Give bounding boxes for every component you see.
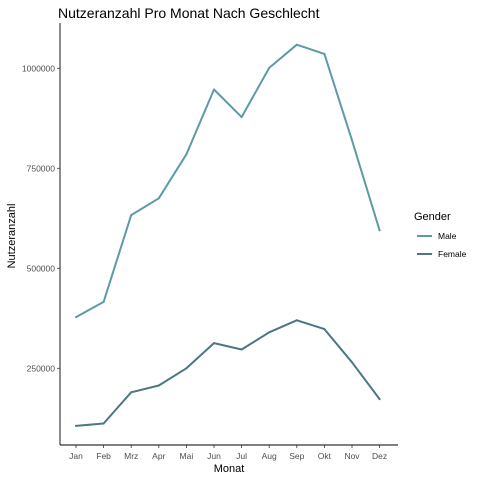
data-point-male: [185, 153, 188, 156]
data-point-male: [378, 229, 381, 232]
data-point-female: [268, 331, 271, 334]
x-tick-label: Aug: [262, 451, 277, 461]
chart-title: Nutzeranzahl Pro Monat Nach Geschlecht: [58, 5, 320, 21]
data-point-male: [130, 214, 133, 217]
data-point-female: [378, 398, 381, 401]
x-tick-label: Dez: [372, 451, 387, 461]
x-tick-label: Feb: [96, 451, 111, 461]
data-point-female: [130, 391, 133, 394]
legend: Gender Male Female: [414, 211, 467, 259]
data-point-female: [75, 424, 77, 427]
data-point-female: [240, 348, 243, 351]
y-tick-label: 1000000: [22, 63, 55, 73]
axes: 250000 500000 750000 1000000 Jan Feb Mrz Apr Mai…: [22, 23, 398, 461]
x-tick-label: Jun: [207, 451, 221, 461]
y-tick-label: 750000: [27, 163, 56, 173]
y-axis-title: Nutzeranzahl: [6, 204, 18, 269]
data-point-male: [295, 43, 298, 46]
x-tick-label: Sep: [289, 451, 304, 461]
data-point-male: [351, 139, 353, 142]
data-point-male: [213, 88, 215, 91]
data-point-male: [323, 52, 326, 55]
y-tick-label: 500000: [27, 263, 56, 273]
data-point-male: [268, 66, 271, 69]
legend-label-female: Female: [438, 249, 467, 259]
data-point-female: [351, 361, 353, 364]
data-point-female: [323, 328, 326, 331]
x-tick-label: Jan: [69, 451, 83, 461]
data-point-female: [185, 367, 188, 370]
data-point-female: [102, 422, 105, 425]
data-point-male: [75, 316, 77, 319]
data-point-female: [213, 342, 215, 345]
x-tick-label: Nov: [344, 451, 360, 461]
data-point-male: [240, 116, 243, 119]
data-point-male: [102, 300, 105, 303]
legend-label-male: Male: [438, 231, 457, 241]
legend-title: Gender: [414, 211, 451, 223]
data-point-female: [295, 319, 298, 322]
data-point-female: [157, 384, 160, 387]
x-tick-label: Apr: [152, 451, 165, 461]
series-line-female: [75, 319, 381, 427]
series-lines: [75, 43, 381, 427]
x-tick-label: Mai: [180, 451, 194, 461]
data-point-male: [157, 197, 160, 200]
series-line-male: [75, 43, 381, 319]
x-tick-label: Okt: [318, 451, 332, 461]
x-tick-label: Jul: [236, 451, 247, 461]
x-tick-label: Mrz: [124, 451, 138, 461]
y-tick-label: 250000: [27, 363, 56, 373]
x-axis-title: Monat: [214, 463, 245, 475]
